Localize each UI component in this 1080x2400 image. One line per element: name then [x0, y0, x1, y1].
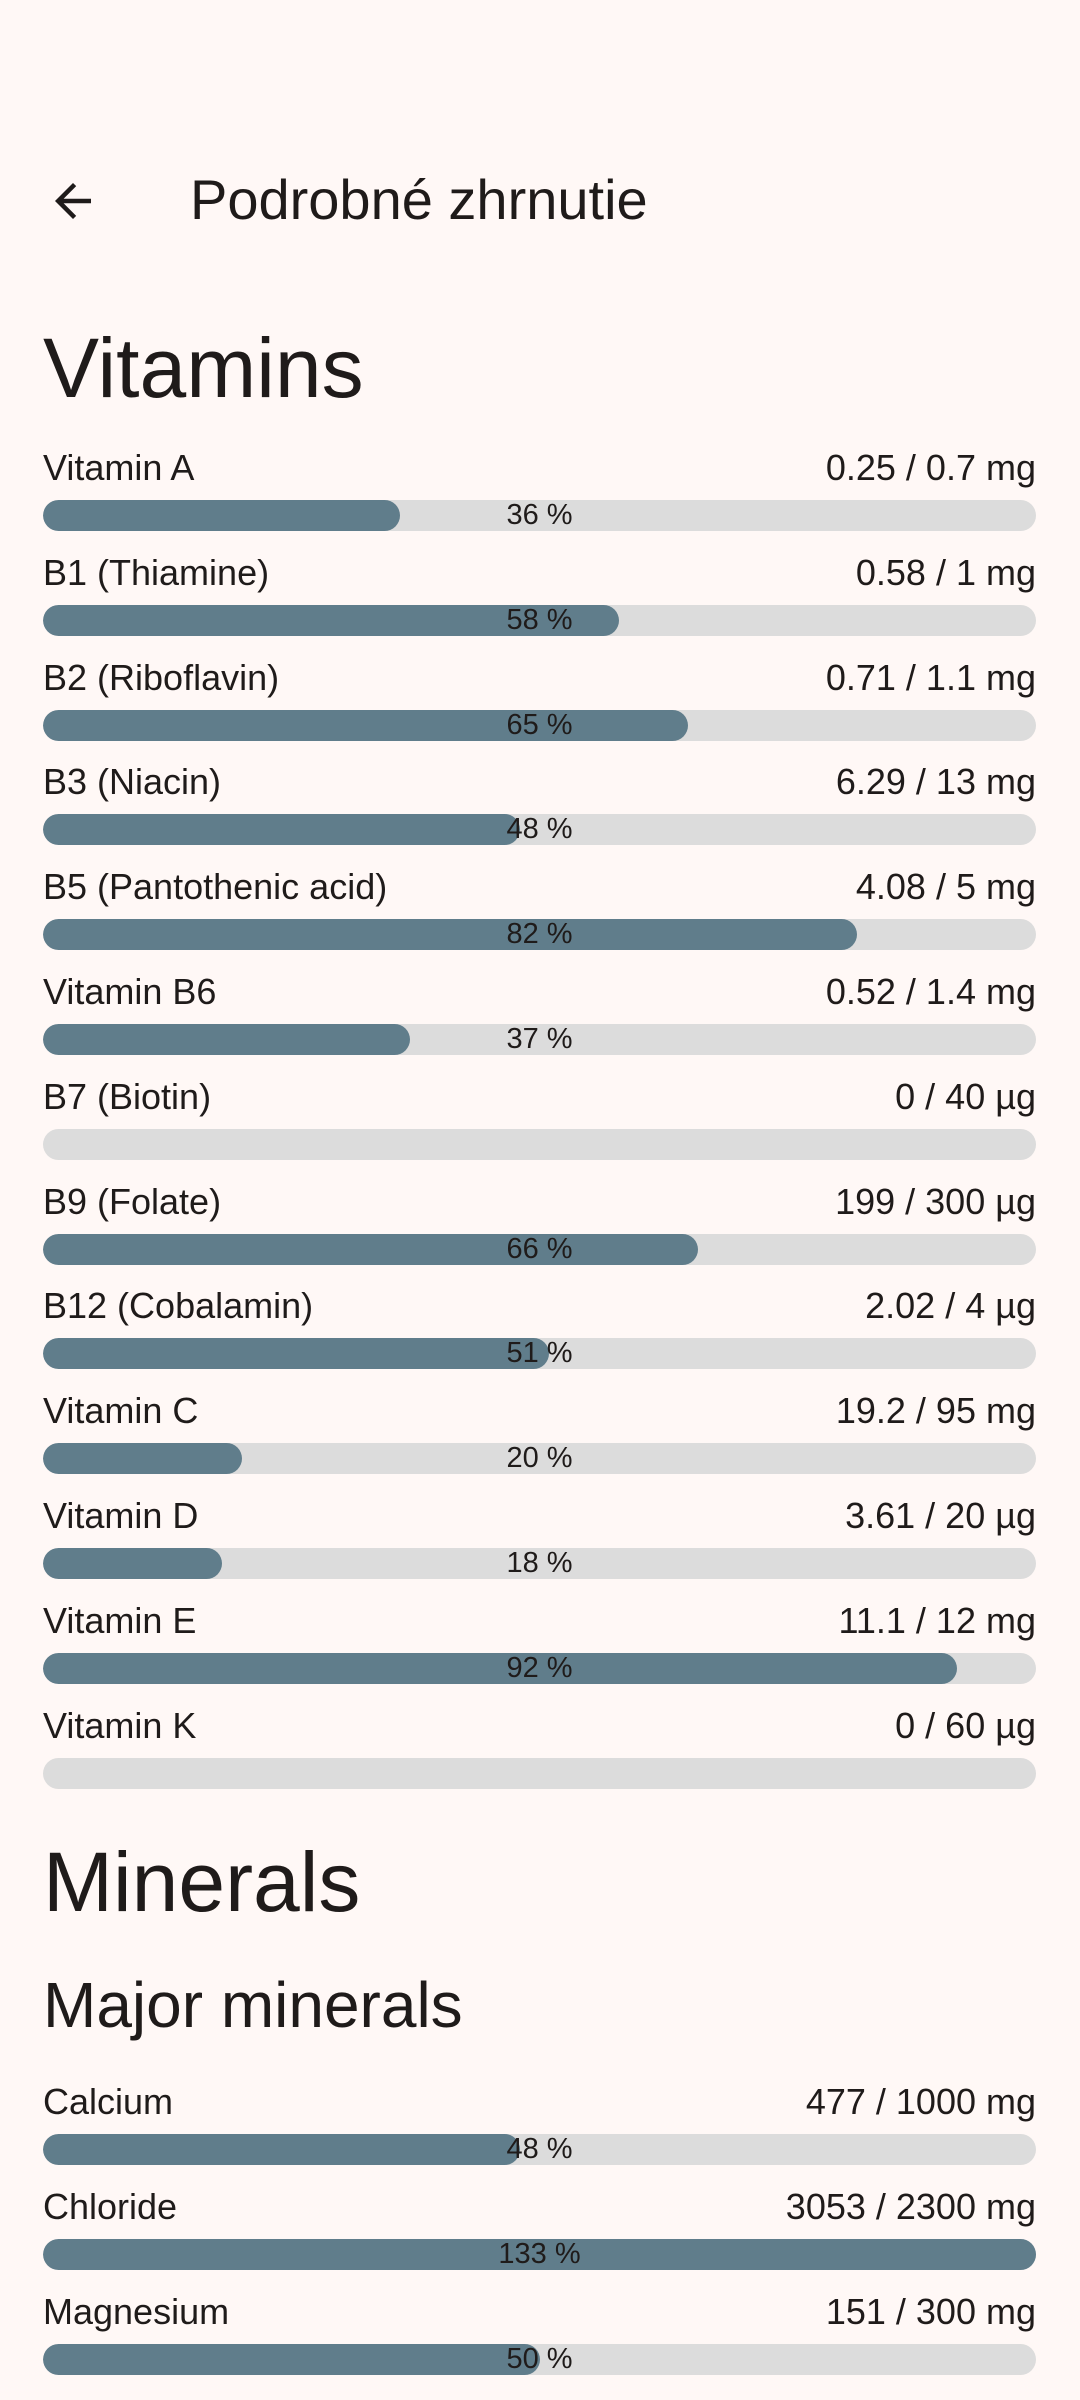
- nutrient-amount: 199 / 300 µg: [835, 1180, 1036, 1222]
- nutrient-name: Vitamin D: [43, 1495, 199, 1536]
- nutrient-amount: 0 / 60 µg: [895, 1704, 1036, 1746]
- progress-bar: [43, 919, 858, 951]
- nutrient-amount: 477 / 1000 mg: [805, 2081, 1036, 2122]
- progress-track: [43, 1443, 1036, 1475]
- progress-track: [43, 2239, 1036, 2270]
- nutrient-amount: 6.29 / 13 mg: [835, 761, 1036, 803]
- percent-label: 66 %: [506, 1232, 573, 1265]
- nutrient-amount: 0.58 / 1 mg: [855, 551, 1036, 593]
- percent-label: 37 %: [506, 1023, 573, 1055]
- progress-track: [43, 814, 1036, 846]
- nutrient-amount: 3053 / 2300 mg: [785, 2186, 1036, 2227]
- progress-track: [43, 1024, 1036, 1055]
- nutrient-name: Vitamin A: [43, 447, 195, 488]
- progress-bar: [43, 500, 401, 531]
- nutrient-name: B7 (Biotin): [43, 1075, 212, 1117]
- progress-track: [43, 1338, 1036, 1370]
- nutrient-amount: 0 / 40 µg: [895, 1075, 1036, 1117]
- back-button[interactable]: [46, 174, 100, 228]
- nutrient-amount: 0.25 / 0.7 mg: [825, 447, 1036, 488]
- progress-track: [43, 604, 1036, 636]
- nutrient-name: Magnesium: [43, 2291, 230, 2332]
- nutrient-amount: 0.71 / 1.1 mg: [825, 656, 1036, 698]
- percent-label: 36 %: [506, 499, 573, 531]
- nutrient-amount: 11.1 / 12 mg: [838, 1599, 1036, 1641]
- section-title: Minerals: [43, 1835, 361, 1929]
- percent-label: 51 %: [506, 1337, 573, 1370]
- percent-label: 92 %: [506, 1651, 573, 1684]
- percent-label: 20 %: [506, 1442, 573, 1475]
- nutrient-name: Calcium: [43, 2081, 174, 2122]
- percent-label: 65 %: [506, 708, 573, 741]
- progress-bar: [43, 2239, 1036, 2270]
- percent-label: 58 %: [506, 603, 573, 636]
- progress-track: [43, 2344, 1036, 2375]
- progress-bar: [43, 1024, 411, 1055]
- nutrient-amount: 2.02 / 4 µg: [865, 1285, 1036, 1327]
- progress-bar: [43, 2134, 520, 2165]
- progress-track: [43, 500, 1036, 531]
- nutrient-name: Vitamin C: [43, 1390, 199, 1432]
- progress-bar: [43, 709, 689, 741]
- percent-label: 18 %: [506, 1547, 573, 1579]
- progress-track: [43, 1233, 1036, 1265]
- progress-bar: [43, 1652, 957, 1684]
- nutrient-name: B3 (Niacin): [43, 761, 222, 803]
- percent-label: 50 %: [506, 2343, 573, 2375]
- nutrient-name: B1 (Thiamine): [43, 551, 270, 593]
- nutrient-name: Chloride: [43, 2186, 178, 2227]
- nutrient-name: B9 (Folate): [43, 1180, 222, 1222]
- nutrient-amount: 151 / 300 mg: [825, 2291, 1036, 2332]
- section-title: Vitamins: [43, 321, 364, 415]
- progress-track: [43, 919, 1036, 951]
- progress-track: [43, 2134, 1036, 2165]
- progress-bar: [43, 1443, 242, 1475]
- nutrient-amount: 3.61 / 20 µg: [845, 1495, 1036, 1536]
- percent-label: 48 %: [506, 813, 573, 846]
- nutrient-name: Vitamin B6: [43, 971, 217, 1012]
- percent-label: 133 %: [498, 2238, 581, 2270]
- app-bar-title: Podrobné zhrnutie: [190, 168, 648, 231]
- nutrient-amount: 0.52 / 1.4 mg: [825, 971, 1036, 1012]
- nutrient-name: B12 (Cobalamin): [43, 1285, 314, 1327]
- progress-bar: [43, 1233, 699, 1265]
- nutrient-name: Vitamin K: [43, 1704, 197, 1746]
- progress-track: [43, 1652, 1036, 1684]
- nutrient-amount: 4.08 / 5 mg: [855, 866, 1036, 908]
- progress-track: [43, 1128, 1036, 1160]
- section-subtitle: Major minerals: [43, 1969, 463, 2041]
- progress-bar: [43, 1548, 222, 1579]
- percent-label: 48 %: [506, 2133, 573, 2165]
- progress-track: [43, 709, 1036, 741]
- progress-bar: [43, 814, 520, 846]
- percent-label: 82 %: [506, 918, 573, 951]
- progress-bar: [43, 604, 619, 636]
- progress-bar: [43, 1338, 550, 1370]
- nutrient-name: B2 (Riboflavin): [43, 656, 280, 698]
- nutrient-amount: 19.2 / 95 mg: [835, 1390, 1036, 1432]
- progress-track: [43, 1548, 1036, 1579]
- nutrient-name: B5 (Pantothenic acid): [43, 866, 388, 908]
- progress-bar: [43, 2344, 540, 2375]
- progress-track: [43, 1757, 1036, 1789]
- nutrient-name: Vitamin E: [43, 1599, 197, 1641]
